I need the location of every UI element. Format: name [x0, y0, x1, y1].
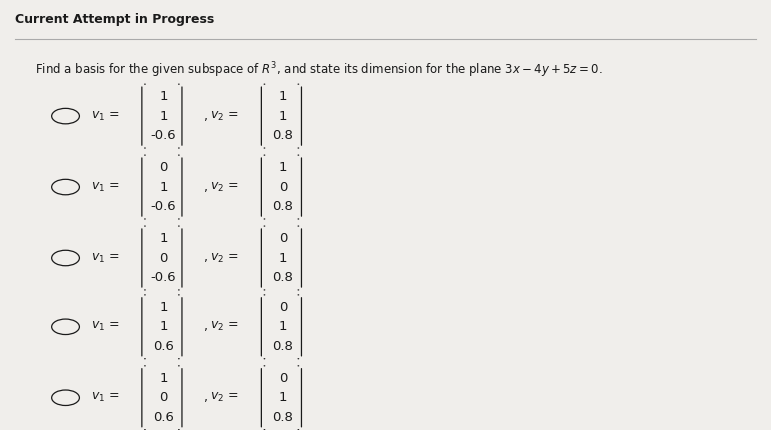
Text: 1: 1 [278, 161, 288, 174]
Text: $v_1$ =: $v_1$ = [91, 320, 120, 333]
Text: ,: , [204, 110, 208, 123]
Text: 1: 1 [278, 320, 288, 333]
Text: 1: 1 [278, 90, 288, 103]
Text: 0.6: 0.6 [153, 340, 174, 353]
Text: $v_1$ =: $v_1$ = [91, 110, 120, 123]
Text: Current Attempt in Progress: Current Attempt in Progress [15, 13, 214, 26]
Text: -0.6: -0.6 [150, 129, 177, 142]
Text: Find a basis for the given subspace of $R^3$, and state its dimension for the pl: Find a basis for the given subspace of $… [35, 60, 602, 80]
Text: -0.6: -0.6 [150, 271, 177, 284]
Text: ,: , [204, 252, 208, 264]
Text: $v_2$ =: $v_2$ = [210, 320, 239, 333]
Text: 0.8: 0.8 [272, 200, 294, 213]
Text: $v_1$ =: $v_1$ = [91, 391, 120, 404]
Text: $v_2$ =: $v_2$ = [210, 181, 239, 194]
Text: -0.6: -0.6 [150, 200, 177, 213]
Text: $v_1$ =: $v_1$ = [91, 181, 120, 194]
Text: 1: 1 [159, 301, 168, 314]
Text: 0: 0 [160, 161, 167, 174]
Text: 0.8: 0.8 [272, 271, 294, 284]
Text: ,: , [204, 391, 208, 404]
Text: 1: 1 [278, 110, 288, 123]
Text: 0: 0 [279, 181, 287, 194]
Text: $v_2$ =: $v_2$ = [210, 110, 239, 123]
Text: 1: 1 [278, 391, 288, 404]
Text: 1: 1 [159, 90, 168, 103]
Text: 0: 0 [279, 232, 287, 245]
Text: 0: 0 [279, 301, 287, 314]
Text: $v_2$ =: $v_2$ = [210, 252, 239, 264]
Text: $v_2$ =: $v_2$ = [210, 391, 239, 404]
Text: ,: , [204, 181, 208, 194]
Text: 0: 0 [160, 252, 167, 264]
Text: 1: 1 [159, 110, 168, 123]
Text: 1: 1 [159, 181, 168, 194]
Text: 0.6: 0.6 [153, 411, 174, 424]
Text: 0.8: 0.8 [272, 129, 294, 142]
Text: $v_1$ =: $v_1$ = [91, 252, 120, 264]
Text: ,: , [204, 320, 208, 333]
Text: 0: 0 [160, 391, 167, 404]
Text: 0.8: 0.8 [272, 411, 294, 424]
Text: 0.8: 0.8 [272, 340, 294, 353]
Text: 1: 1 [159, 232, 168, 245]
Text: 0: 0 [279, 372, 287, 385]
Text: 1: 1 [159, 372, 168, 385]
Text: 1: 1 [159, 320, 168, 333]
Text: 1: 1 [278, 252, 288, 264]
